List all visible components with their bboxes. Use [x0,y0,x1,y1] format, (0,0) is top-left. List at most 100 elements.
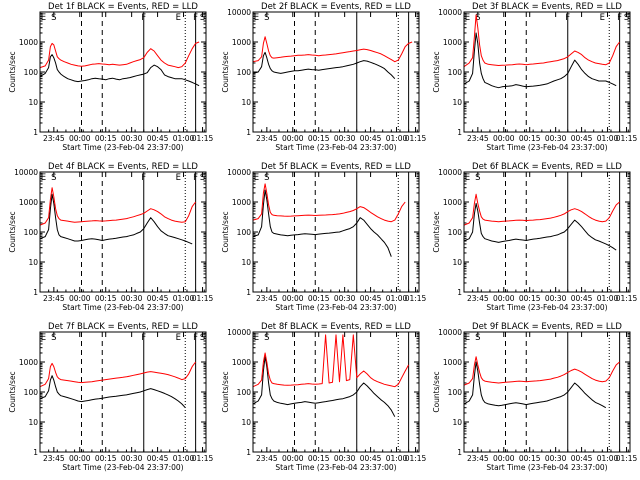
region-label: E [176,13,181,23]
y-axis-label: Counts/sec [432,51,441,92]
region-label: F [141,13,146,23]
x-tick-label: 00:15 [308,294,330,303]
y-tick-label: 100 [237,68,252,77]
x-tick-label: 00:30 [121,294,143,303]
region-label: S [264,333,269,343]
plot-frame [39,331,207,453]
panel-title: Det 7f BLACK = Events, RED = LLD [48,322,198,332]
x-tick-label: 23:45 [467,134,489,143]
y-axis-label: Counts/sec [432,371,441,412]
panel-title: Det 2f BLACK = Events, RED = LLD [261,2,411,12]
y-tick-label: 1 [246,448,251,457]
region-label: E [254,333,259,343]
y-tick-label: 100 [237,228,252,237]
y-tick-label: 10000 [438,8,462,17]
x-tick-label: 01:00 [173,134,195,143]
x-tick-label: 00:30 [334,294,356,303]
x-axis-label: Start Time (23-Feb-04 23:37:00) [275,303,396,312]
x-axis-label: Start Time (23-Feb-04 23:37:00) [275,143,396,152]
x-tick-label: 01:15 [192,454,214,463]
x-tick-label: 01:15 [616,454,638,463]
lld-series-line [463,14,621,68]
x-tick-label: 00:45 [147,134,169,143]
y-tick-label: 10000 [227,328,251,337]
x-tick-label: 00:00 [69,134,91,143]
region-label: S [475,173,480,183]
y-tick-label: 10000 [438,328,462,337]
y-tick-label: 10 [28,98,38,107]
x-axis-label: Start Time (23-Feb-04 23:37:00) [486,303,607,312]
plot-frame [252,11,420,133]
y-tick-label: 10 [28,258,38,267]
y-tick-label: 1 [33,448,38,457]
y-tick-label: 10000 [14,168,38,177]
panel-title: Det 6f BLACK = Events, RED = LLD [472,162,622,172]
x-tick-label: 00:45 [360,454,382,463]
y-axis-label: Counts/sec [221,211,230,252]
plot-frame [463,11,631,133]
y-axis-label: Counts/sec [8,371,17,412]
region-label: E [176,173,181,183]
y-tick-label: 10 [28,418,38,427]
y-tick-label: 1000 [232,358,251,367]
region-label: E [254,13,259,23]
y-tick-label: 10 [452,258,462,267]
y-tick-label: 100 [448,228,463,237]
x-tick-label: 00:15 [308,454,330,463]
x-tick-label: 01:00 [386,294,408,303]
plot-frame [39,11,207,133]
lld-series-line [39,361,197,388]
region-label: S [264,173,269,183]
y-tick-label: 100 [237,388,252,397]
x-tick-label: 00:15 [519,294,541,303]
region-label: S [51,173,56,183]
lld-series-line [252,36,413,63]
events-series-line [463,361,607,409]
x-tick-label: 01:00 [173,294,195,303]
events-series-line [463,202,617,251]
x-tick-label: 00:00 [493,454,515,463]
x-tick-label: 01:15 [192,294,214,303]
region-label: F [193,333,198,343]
x-tick-label: 00:30 [334,454,356,463]
events-series-line [252,356,396,417]
events-series-line [252,51,396,80]
region-label: E [465,13,470,23]
x-tick-label: 00:15 [95,294,117,303]
x-tick-label: 00:00 [69,294,91,303]
x-tick-label: 23:45 [256,134,278,143]
y-tick-label: 100 [448,388,463,397]
x-tick-label: 01:15 [616,134,638,143]
x-axis-label: Start Time (23-Feb-04 23:37:00) [486,143,607,152]
x-axis-label: Start Time (23-Feb-04 23:37:00) [62,463,183,472]
x-tick-label: 00:30 [545,294,567,303]
y-axis-label: Counts/sec [432,211,441,252]
x-tick-label: 23:45 [43,134,65,143]
lld-series-line [252,334,410,388]
lld-series-line [39,187,197,226]
region-label: S [51,333,56,343]
region-label: S [475,13,480,23]
x-tick-label: 23:45 [467,294,489,303]
plot-frame [463,331,631,453]
y-tick-label: 10 [241,258,251,267]
x-tick-label: 00:15 [519,454,541,463]
events-series-line [39,375,186,409]
x-tick-label: 00:15 [519,134,541,143]
x-axis-label: Start Time (23-Feb-04 23:37:00) [486,463,607,472]
x-axis-label: Start Time (23-Feb-04 23:37:00) [62,143,183,152]
y-tick-label: 1 [33,288,38,297]
region-label: E [41,173,46,183]
x-tick-label: 00:30 [121,134,143,143]
x-tick-label: 00:30 [121,454,143,463]
x-tick-label: 01:00 [597,294,619,303]
x-tick-label: 00:15 [308,134,330,143]
events-series-line [39,193,193,245]
y-tick-label: 1000 [232,198,251,207]
x-tick-label: 00:45 [360,294,382,303]
y-tick-label: 1 [33,128,38,137]
x-tick-label: 00:45 [147,294,169,303]
region-label: E [465,173,470,183]
x-tick-label: 00:45 [571,454,593,463]
